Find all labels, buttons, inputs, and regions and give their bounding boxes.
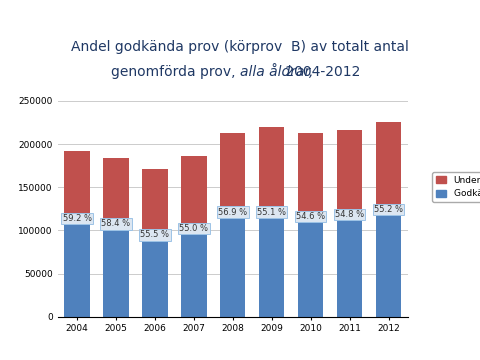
Bar <box>337 215 362 317</box>
Bar <box>142 235 168 317</box>
Text: Andel godkända prov (körprov  B) av totalt antal: Andel godkända prov (körprov B) av total… <box>71 40 409 54</box>
Bar <box>298 216 324 317</box>
Bar <box>220 212 245 317</box>
Bar <box>181 228 206 317</box>
Bar <box>64 219 90 317</box>
Text: 58.4 %: 58.4 % <box>101 220 131 229</box>
Bar <box>181 156 206 228</box>
Text: 55.2 %: 55.2 % <box>374 205 403 214</box>
Bar <box>376 122 401 210</box>
Bar <box>259 127 284 212</box>
Bar <box>142 169 168 235</box>
Text: 59.2 %: 59.2 % <box>62 214 92 223</box>
Bar <box>103 224 129 317</box>
Bar <box>220 133 245 212</box>
Text: 2004-2012: 2004-2012 <box>281 65 360 79</box>
Text: 55.5 %: 55.5 % <box>141 230 169 239</box>
Text: genomförda prov,: genomförda prov, <box>111 65 240 79</box>
Legend: Underkända, Godkända prov: Underkända, Godkända prov <box>432 172 480 202</box>
Text: alla åldrar,: alla åldrar, <box>240 64 313 80</box>
Text: 55.1 %: 55.1 % <box>257 208 286 217</box>
Bar <box>337 130 362 215</box>
Bar <box>64 151 90 219</box>
Text: 54.8 %: 54.8 % <box>335 210 364 219</box>
Text: 55.0 %: 55.0 % <box>180 224 208 233</box>
Bar <box>298 133 324 216</box>
Text: 56.9 %: 56.9 % <box>218 208 247 217</box>
Bar <box>103 158 129 224</box>
Text: 54.6 %: 54.6 % <box>296 212 325 221</box>
Bar <box>376 210 401 317</box>
Bar <box>259 212 284 317</box>
